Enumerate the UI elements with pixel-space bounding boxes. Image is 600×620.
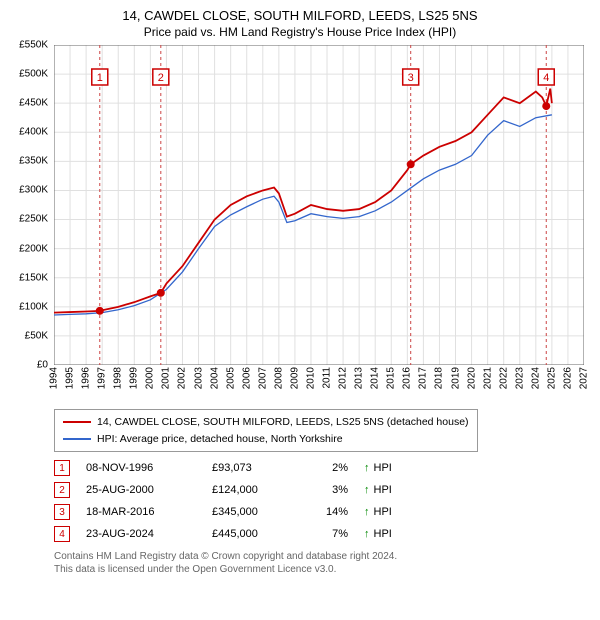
y-tick-label: £350K (19, 156, 48, 167)
legend-swatch (63, 438, 91, 439)
x-tick-label: 2019 (450, 367, 461, 389)
event-date: 08-NOV-1996 (86, 462, 196, 474)
x-axis-labels: 1994199519961997199819992000200120022003… (54, 365, 584, 405)
legend-item: HPI: Average price, detached house, Nort… (63, 431, 469, 448)
x-tick-label: 2002 (177, 367, 188, 389)
x-tick-label: 2017 (418, 367, 429, 389)
y-tick-label: £550K (19, 39, 48, 50)
x-tick-label: 2023 (514, 367, 525, 389)
event-marker-number: 3 (54, 504, 70, 520)
chart-title-line2: Price paid vs. HM Land Registry's House … (10, 25, 590, 39)
x-tick-label: 1996 (81, 367, 92, 389)
up-arrow-icon: ↑ (364, 462, 370, 474)
x-tick-label: 1995 (65, 367, 76, 389)
event-price: £124,000 (212, 484, 292, 496)
event-hpi-tag: ↑ HPI (364, 506, 392, 518)
y-tick-label: £200K (19, 243, 48, 254)
x-tick-label: 2015 (386, 367, 397, 389)
x-tick-label: 2008 (273, 367, 284, 389)
legend-item: 14, CAWDEL CLOSE, SOUTH MILFORD, LEEDS, … (63, 414, 469, 431)
y-tick-label: £50K (25, 330, 48, 341)
event-date: 18-MAR-2016 (86, 506, 196, 518)
x-tick-label: 2007 (257, 367, 268, 389)
event-price: £445,000 (212, 528, 292, 540)
event-pct: 14% (308, 506, 348, 518)
y-tick-label: £100K (19, 301, 48, 312)
x-tick-label: 2012 (338, 367, 349, 389)
event-hpi-tag: ↑ HPI (364, 528, 392, 540)
svg-text:2: 2 (158, 72, 164, 84)
x-tick-label: 2010 (305, 367, 316, 389)
event-marker-number: 4 (54, 526, 70, 542)
event-row: 3 18-MAR-2016 £345,000 14% ↑ HPI (54, 504, 580, 520)
x-tick-label: 1997 (97, 367, 108, 389)
event-hpi-tag: ↑ HPI (364, 462, 392, 474)
x-tick-label: 1998 (113, 367, 124, 389)
legend-label: HPI: Average price, detached house, Nort… (97, 431, 343, 448)
y-tick-label: £0 (37, 359, 48, 370)
x-tick-label: 2025 (546, 367, 557, 389)
footer-line2: This data is licensed under the Open Gov… (54, 563, 580, 576)
y-tick-label: £450K (19, 98, 48, 109)
x-tick-label: 2027 (579, 367, 590, 389)
event-price: £345,000 (212, 506, 292, 518)
legend-swatch (63, 421, 91, 423)
y-tick-label: £500K (19, 68, 48, 79)
x-tick-label: 2018 (434, 367, 445, 389)
y-tick-label: £250K (19, 214, 48, 225)
x-tick-label: 2004 (209, 367, 220, 389)
legend-label: 14, CAWDEL CLOSE, SOUTH MILFORD, LEEDS, … (97, 414, 469, 431)
event-hpi-tag: ↑ HPI (364, 484, 392, 496)
x-tick-label: 2013 (354, 367, 365, 389)
x-tick-label: 1994 (49, 367, 60, 389)
event-table: 1 08-NOV-1996 £93,073 2% ↑ HPI 2 25-AUG-2000 £1… (54, 460, 580, 542)
event-date: 23-AUG-2024 (86, 528, 196, 540)
x-tick-label: 2006 (241, 367, 252, 389)
x-tick-label: 2005 (225, 367, 236, 389)
x-tick-label: 2016 (402, 367, 413, 389)
up-arrow-icon: ↑ (364, 506, 370, 518)
chart-title-line1: 14, CAWDEL CLOSE, SOUTH MILFORD, LEEDS, … (10, 8, 590, 25)
x-tick-label: 2011 (322, 367, 333, 389)
x-tick-label: 2003 (193, 367, 204, 389)
svg-text:3: 3 (408, 72, 414, 84)
attribution-footer: Contains HM Land Registry data © Crown c… (54, 550, 580, 576)
up-arrow-icon: ↑ (364, 528, 370, 540)
event-pct: 2% (308, 462, 348, 474)
chart-legend: 14, CAWDEL CLOSE, SOUTH MILFORD, LEEDS, … (54, 409, 478, 453)
y-tick-label: £400K (19, 127, 48, 138)
x-tick-label: 1999 (129, 367, 140, 389)
event-pct: 3% (308, 484, 348, 496)
y-tick-label: £150K (19, 272, 48, 283)
x-tick-label: 2014 (370, 367, 381, 389)
x-tick-label: 2022 (498, 367, 509, 389)
event-row: 4 23-AUG-2024 £445,000 7% ↑ HPI (54, 526, 580, 542)
event-row: 1 08-NOV-1996 £93,073 2% ↑ HPI (54, 460, 580, 476)
x-tick-label: 2020 (466, 367, 477, 389)
x-tick-label: 2024 (530, 367, 541, 389)
svg-text:4: 4 (543, 72, 549, 84)
event-marker-number: 2 (54, 482, 70, 498)
y-tick-label: £300K (19, 185, 48, 196)
svg-text:1: 1 (97, 72, 103, 84)
chart-plot-area: £0£50K£100K£150K£200K£250K£300K£350K£400… (54, 45, 584, 365)
footer-line1: Contains HM Land Registry data © Crown c… (54, 550, 580, 563)
event-row: 2 25-AUG-2000 £124,000 3% ↑ HPI (54, 482, 580, 498)
event-pct: 7% (308, 528, 348, 540)
event-price: £93,073 (212, 462, 292, 474)
y-axis-labels: £0£50K£100K£150K£200K£250K£300K£350K£400… (10, 45, 50, 365)
x-tick-label: 2001 (161, 367, 172, 389)
event-date: 25-AUG-2000 (86, 484, 196, 496)
x-tick-label: 2009 (289, 367, 300, 389)
x-tick-label: 2000 (145, 367, 156, 389)
line-chart-svg: 1 2 3 4 (54, 45, 584, 365)
x-tick-label: 2026 (562, 367, 573, 389)
up-arrow-icon: ↑ (364, 484, 370, 496)
event-marker-number: 1 (54, 460, 70, 476)
x-tick-label: 2021 (482, 367, 493, 389)
